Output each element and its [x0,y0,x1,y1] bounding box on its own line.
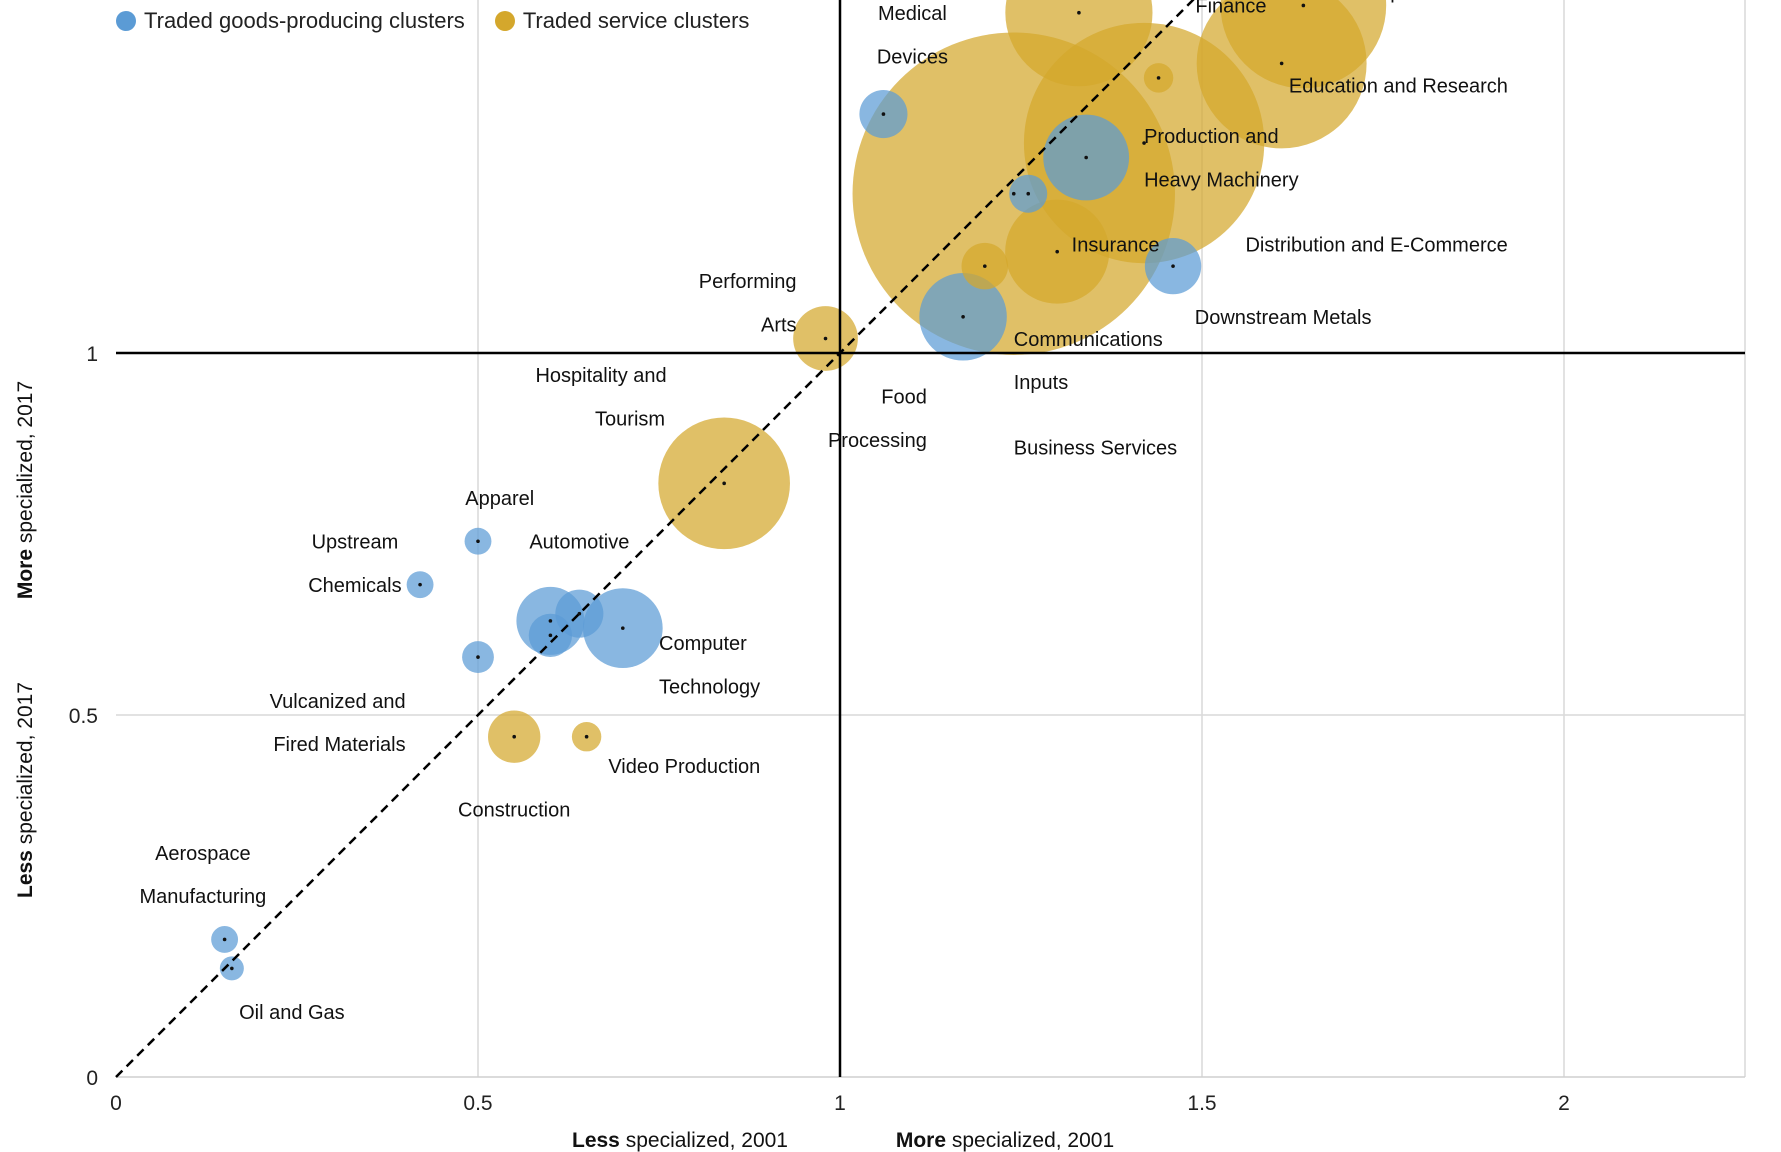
legend: Traded goods-producing clusters Traded s… [116,8,779,34]
bubble-center-dot [1084,155,1088,160]
bubble-center-dot [476,539,480,544]
x-tick-label: 0 [110,1092,122,1115]
bubble-centers [222,3,1306,971]
bubble-label: Technology [659,676,760,698]
y-axis-title-bottom-rest: specialized, 2017 [14,682,37,850]
bubble-center-dot [983,264,987,268]
bubbles [211,0,1387,981]
bubble-center-dot [1011,191,1016,196]
x-tick-label: 1 [834,1092,846,1115]
bubble-center-dot [961,315,965,319]
y-tick-label: 0.5 [69,705,98,728]
bubble-label: Vulcanized and [270,691,406,713]
legend-item-services: Traded service clusters [494,8,750,34]
legend-label-goods: Traded goods-producing clusters [144,8,465,33]
bubble-label: Upstream Metals [1376,0,1527,3]
y-axis-title-bottom: Less specialized, 2017 [14,682,37,898]
bubble-label: Education and Research [1289,75,1508,97]
x-tick-label: 1.5 [1187,1092,1216,1115]
diagonal-reference-line [115,0,1195,1078]
bubble-label: Apparel [465,488,534,510]
bubble-center-dot [823,336,828,341]
bubble-center-dot [1077,10,1081,15]
bubble-center-dot [722,481,726,486]
y-axis-title-top-bold: More [14,549,37,599]
bubble-center-dot [1055,249,1059,254]
bubble-label: Tourism [595,408,665,430]
bubble-center-dot [577,611,582,616]
bubble-label: Video Production [608,756,760,778]
bubble-label: Oil and Gas [239,1002,345,1024]
bubble-label: Manufacturing [140,886,267,908]
bubble-label: Upstream [312,531,399,553]
bubble-label: Fired Materials [273,734,405,756]
bubble-label: Business Services [1014,437,1177,459]
bubble-center-dot [1171,264,1175,268]
grid-lines [116,0,1746,1078]
bubble-center-dot [621,626,625,630]
bubble-center-dot [584,734,589,739]
x-axis-title-right: More specialized, 2001 [896,1129,1114,1152]
x-axis-title-right-bold: More [896,1129,946,1152]
bubble-label: Downstream Metals [1195,307,1372,329]
bubble-label: Arts [761,314,797,336]
bubble-label: Insurance [1072,235,1160,257]
bubble-center-dot [1142,141,1146,145]
bubble-center-dot [476,655,480,659]
bubble-center-dot [548,619,553,623]
bubble-label: Aerospace [155,843,251,865]
bubble-label: Production and [1144,126,1279,148]
bubble-label: Performing [699,271,797,293]
bubble-label: Communications [1014,329,1163,351]
bubble-label: Computer [659,633,747,655]
x-axis-title-left-rest: specialized, 2001 [620,1129,788,1152]
y-axis-title-top-rest: specialized, 2017 [14,381,37,549]
bubble-center-dot [230,966,234,971]
bubble-center-dot [418,582,422,587]
legend-item-goods: Traded goods-producing clusters [116,8,465,34]
bubble-labels: BiopharmaceuticalsElectricalEquipmentMar… [140,0,1527,1024]
bubble-label: Distribution and E-Commerce [1245,235,1507,257]
x-axis-title-left-bold: Less [572,1129,620,1152]
y-axis-title-bottom-bold: Less [14,850,37,898]
bubble-label: Inputs [1014,372,1068,394]
legend-swatch-services [494,11,515,31]
bubble-label: Medical [878,3,947,25]
bubble [1005,0,1153,87]
bubble-center-dot [1156,76,1161,80]
bubble-label: Food [881,387,927,409]
bubble-label: Hospitality and [535,365,666,387]
bubble-label: Processing [828,430,927,452]
bubble-label: Devices [877,46,948,68]
bubble-label: Construction [458,799,570,821]
bubble-label: Finance [1195,0,1266,18]
y-axis-title-top: More specialized, 2017 [14,381,37,599]
bubble-label: Automotive [529,531,629,553]
x-axis-title-right-rest: specialized, 2001 [946,1129,1114,1152]
bubble-center-dot [512,734,516,739]
bubble-center-dot [222,937,227,942]
bubble [1220,0,1387,89]
bubble-center-dot [881,112,886,116]
reference-lines [115,0,1745,1078]
x-axis-title-left: Less specialized, 2001 [572,1129,788,1152]
x-tick-label: 2 [1558,1092,1570,1115]
y-tick-label: 1 [86,343,98,366]
legend-label-services: Traded service clusters [522,8,750,33]
legend-swatch-goods [116,11,136,31]
bubble-center-dot [1279,61,1284,66]
bubble-center-dot [548,633,553,638]
x-tick-label: 0.5 [463,1092,492,1115]
bubble-label: Chemicals [308,575,401,597]
bubble-label: Heavy Machinery [1144,169,1299,191]
y-tick-label: 1.5 [69,0,98,4]
y-tick-label: 0 [86,1067,98,1090]
bubble-center-dot [1301,3,1306,8]
bubble-center-dot [1026,191,1031,196]
